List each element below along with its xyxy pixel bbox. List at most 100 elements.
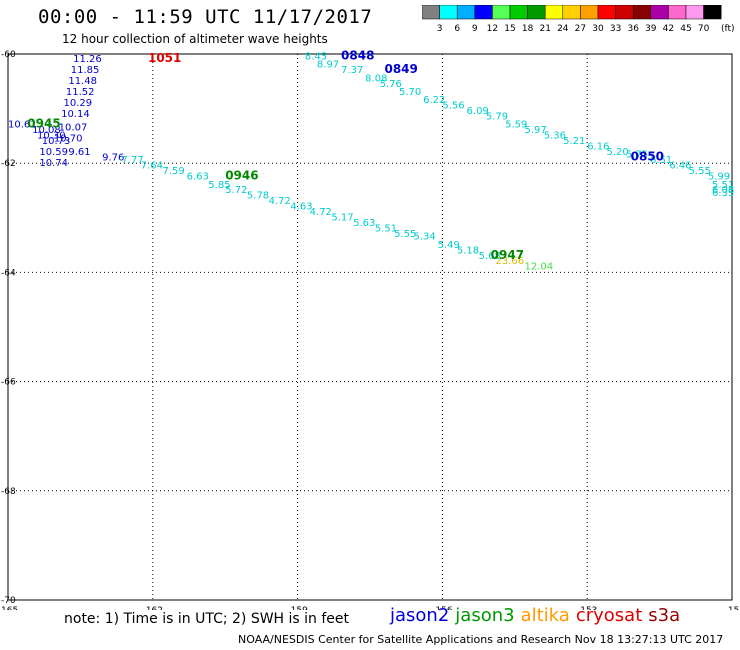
wave-height-value: 5.51 <box>375 223 397 234</box>
wave-height-value: 6.51 <box>650 155 672 166</box>
color-scale-label: 42 <box>663 24 674 34</box>
color-scale-label: 70 <box>698 24 710 34</box>
wave-height-value: 5.85 <box>208 180 230 191</box>
wave-height-value: 5.36 <box>544 131 566 142</box>
wave-height-value: 5.20 <box>607 147 629 158</box>
map-title: 00:00 - 11:59 UTC 11/17/2017 <box>38 6 373 28</box>
wave-height-value: 6.63 <box>187 172 209 183</box>
wave-height-value: 5.55 <box>689 166 711 177</box>
wave-height-value: 7.59 <box>162 166 184 177</box>
wave-height-value: 11.85 <box>71 65 100 76</box>
wave-height-value: 5.97 <box>524 125 546 136</box>
credit-line: NOAA/NESDIS Center for Satellite Applica… <box>238 633 724 646</box>
wave-height-value: 5.34 <box>413 232 435 243</box>
latitude-tick-label: -70 <box>1 596 16 606</box>
wave-height-value: 11.26 <box>73 54 102 65</box>
legend-jason3: jason3 <box>455 605 515 626</box>
color-scale-label: 39 <box>645 24 657 34</box>
wave-height-value: 10.07 <box>59 122 88 133</box>
wave-height-value: 6.09 <box>467 106 489 117</box>
color-scale-label: 27 <box>575 24 586 34</box>
map-frame <box>7 53 733 601</box>
latitude-tick-label: -60 <box>1 50 16 60</box>
wave-height-value: 6.08 <box>712 185 734 196</box>
wave-height-value: 5.76 <box>380 79 402 90</box>
wave-height-value: 7.77 <box>121 155 143 166</box>
color-scale-label: 12 <box>487 24 498 34</box>
wave-height-value: 5.49 <box>438 240 460 251</box>
longitude-tick-label: -156 <box>432 606 453 610</box>
pass-time-label: 0850 <box>631 149 664 163</box>
wave-height-value: 5.18 <box>457 245 479 256</box>
wave-height-value: 11.48 <box>68 76 97 87</box>
wave-height-value: 10.30 <box>37 131 66 142</box>
wave-height-value: 9.76 <box>102 152 124 163</box>
wave-height-value: 10.14 <box>61 109 90 120</box>
pass-time-label: 0945 <box>27 117 60 131</box>
wave-height-value: 5.68 <box>479 251 501 262</box>
wave-height-value: 5.78 <box>247 191 269 202</box>
wave-height-value: 10.61 <box>8 120 37 131</box>
wave-height-value: 5.21 <box>563 136 585 147</box>
wave-height-value: 5.55 <box>394 229 416 240</box>
wave-height-value: 5.17 <box>331 213 353 224</box>
color-scale-swatch <box>703 5 722 20</box>
color-scale-label: 45 <box>680 24 691 34</box>
color-scale-label: 6 <box>454 24 460 34</box>
wave-height-value: 10.29 <box>64 98 93 109</box>
wave-height-value: 8.45 <box>305 51 327 62</box>
color-scale-label: 30 <box>592 24 604 34</box>
latitude-tick-label: -64 <box>1 268 16 278</box>
wave-height-value: 4.63 <box>290 202 312 213</box>
wave-height-value: 8.97 <box>317 60 339 71</box>
wave-height-value: 5.79 <box>486 112 508 123</box>
wave-height-value: 10.08 <box>32 125 61 136</box>
wave-height-value: 5.56 <box>442 101 464 112</box>
wave-height-value: 4.72 <box>310 207 332 218</box>
wave-height-value: 6.35 <box>712 188 734 199</box>
map-subtitle: 12 hour collection of altimeter wave hei… <box>62 32 328 46</box>
wave-height-value: 10.74 <box>39 158 68 169</box>
longitude-tick-label: -153 <box>577 606 597 610</box>
longitude-tick-label: -165 <box>0 606 18 610</box>
wave-height-value: 11.52 <box>66 87 95 98</box>
wave-height-value: 23.66 <box>495 256 524 267</box>
wave-height-value: 8.08 <box>365 73 387 84</box>
wave-height-value: 10.73 <box>42 136 71 147</box>
wave-height-value: 6.22 <box>423 95 445 106</box>
legend-altika: altika <box>520 605 570 626</box>
wave-height-value: 7.64 <box>141 161 163 172</box>
wave-height-value: 6.46 <box>669 161 691 172</box>
pass-time-label: 0848 <box>341 48 374 62</box>
wave-height-value: 5.51 <box>712 180 734 191</box>
wave-height-value: 7.37 <box>341 65 363 76</box>
wave-height-value: 4.72 <box>269 196 291 207</box>
wave-height-value: 5.63 <box>353 218 375 229</box>
latitude-tick-label: -68 <box>1 487 16 497</box>
pass-time-label: 1051 <box>148 51 181 65</box>
color-scale-label: 9 <box>472 24 478 34</box>
satellite-legend: jason2 jason3 altika cryosat s3a <box>390 605 686 626</box>
longitude-tick-label: -15 <box>725 606 740 610</box>
legend-cryosat: cryosat <box>575 605 643 626</box>
color-scale-label: 24 <box>557 24 569 34</box>
legend-s3a: s3a <box>648 605 681 626</box>
pass-time-label: 0946 <box>225 169 258 183</box>
wave-height-value: 5.75 <box>626 150 648 161</box>
wave-height-value: 5.99 <box>708 172 730 183</box>
wave-height-value: 5.70 <box>399 87 421 98</box>
color-scale-label: 36 <box>627 24 639 34</box>
color-scale-label: 18 <box>522 24 534 34</box>
wave-height-value: 10.59 <box>39 147 68 158</box>
wave-height-value: 5.72 <box>225 185 247 196</box>
color-scale-label: 21 <box>539 24 550 34</box>
color-scale-unit: (ft) <box>721 24 735 34</box>
wave-height-value: 6.16 <box>587 142 609 153</box>
color-scale-bar: 3 6 9 12 15 18 21 24 27 30 33 36 39 42 45 70 (ft) <box>422 5 735 34</box>
color-scale-label: 15 <box>504 24 515 34</box>
color-scale-label: 3 <box>437 24 443 34</box>
longitude-tick-label: -162 <box>143 606 163 610</box>
wave-height-value: 10.70 <box>54 133 83 144</box>
pass-time-label: 0947 <box>491 248 524 262</box>
footer-note: note: 1) Time is in UTC; 2) SWH is in fe… <box>64 611 350 627</box>
